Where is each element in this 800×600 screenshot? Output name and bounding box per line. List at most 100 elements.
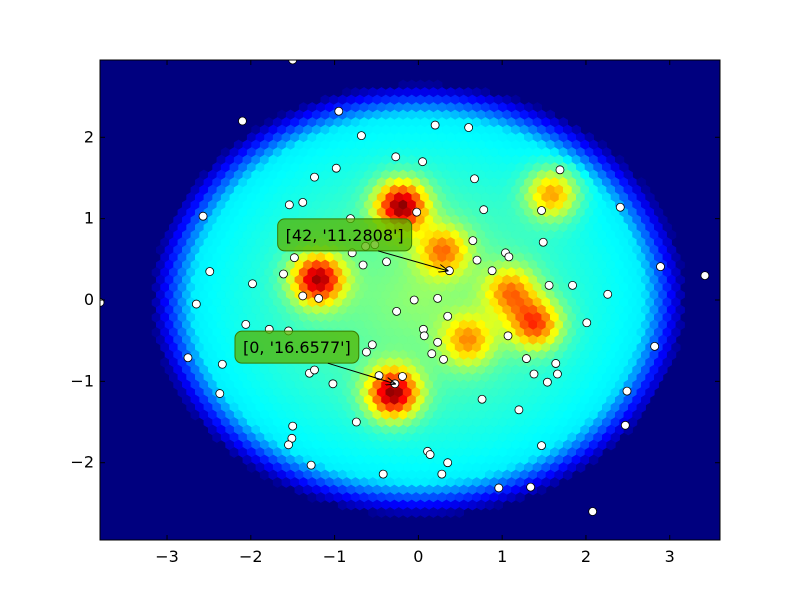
scatter-point [183,353,193,363]
scatter-point [298,291,308,301]
scatter-point [241,320,251,329]
hexbin-cell [316,492,326,503]
scatter-point [433,293,443,303]
scatter-point [382,257,391,267]
hexbin-cell [467,499,478,511]
x-tick-label: 3 [665,547,675,566]
scatter-point [289,253,299,263]
scatter-point [433,337,443,347]
scatter-point [310,365,319,375]
scatter-point [328,379,338,389]
scatter-point [288,60,298,65]
annotation-box [234,330,360,364]
scatter-point [470,174,479,184]
hexbin-cell [454,507,465,518]
scatter-point [378,469,388,479]
hexbin-cell [446,507,456,518]
hexbin-cell [368,507,378,518]
scatter-point [367,340,377,350]
scatter-point [526,482,536,492]
y-tick-label: 2 [84,127,94,146]
scatter-point [543,377,552,387]
scatter-point [334,106,344,116]
scatter-point [362,347,371,357]
scatter-point [284,440,293,450]
hexbin-cell [259,469,270,481]
scatter-point [538,237,548,247]
scatter-point [504,252,514,262]
hexbin-cell [394,507,404,518]
hexbin-cell [385,507,395,518]
scatter-point [238,116,247,126]
hexbin-cell [606,439,616,451]
scatter-point [555,165,565,175]
hexbin-cell [294,484,304,496]
hexbin-cell [493,499,504,511]
scatter-point [537,206,546,215]
scatter-point [494,483,504,493]
scatter-point [615,202,625,212]
x-tick-label: −2 [239,547,263,566]
scatter-point [374,371,384,381]
scatter-point [284,200,294,210]
hexbin-cell [437,507,447,518]
scatter-point [544,280,554,290]
scatter-point [358,260,368,270]
scatter-point [430,120,440,130]
scatter-point [472,255,482,265]
hexbin-cell [337,499,348,511]
scatter-point [468,236,478,246]
hexbin-cell [307,492,317,503]
hexbin-cell [229,447,239,458]
scatter-point [198,211,208,221]
hexbin-cell [476,499,486,511]
x-tick-label: 2 [581,547,591,566]
hexbin-cell [212,432,222,443]
hexbin-cell [272,477,283,488]
scatter-point [310,172,319,182]
hexbin-cell [346,499,356,511]
scatter-point [279,269,288,279]
annotation: [42, '11.2808'] [277,218,448,271]
scatter-point [443,458,453,468]
scatter-point [437,469,447,479]
scatter-point [622,386,632,396]
hexbin-cell [402,507,413,518]
scatter-point [248,279,257,289]
scatter-point [357,131,366,141]
x-tick-label: −3 [155,547,179,566]
hexbin-cell [355,499,365,511]
annotation-arrow [327,362,395,384]
hexbin-cell [549,477,560,488]
y-tick-label: 0 [84,290,94,309]
scatter-point [391,152,401,162]
annotations: [42, '11.2808'] [0, '16.6577'] [234,218,448,384]
scatter-point [443,311,453,321]
annotation-box [277,218,413,252]
scatter-point [205,267,215,276]
annotation-arrow [378,250,448,271]
scatter-point [588,507,598,516]
hexbin-cell [411,507,421,518]
scatter-point [409,295,419,305]
scatter-point [582,318,592,328]
scatter-point [522,354,531,363]
hexbin-cell [324,492,335,503]
scatter-point [553,369,562,379]
scatter-point [551,359,561,368]
scatter-point [656,262,665,272]
scatter-point [464,123,474,132]
scatter-point [503,331,513,341]
scatter-point [298,197,308,207]
scatter-point [331,163,341,173]
hexbin-cell [536,484,547,496]
hexbin-cell [506,492,517,503]
scatter-point [419,331,429,341]
scatter-point [479,205,489,215]
y-tick-label: 1 [84,209,94,228]
scatter-point [412,207,422,217]
scatter-point [288,421,298,431]
scatter-point [514,405,524,415]
scatter-point [306,460,316,470]
